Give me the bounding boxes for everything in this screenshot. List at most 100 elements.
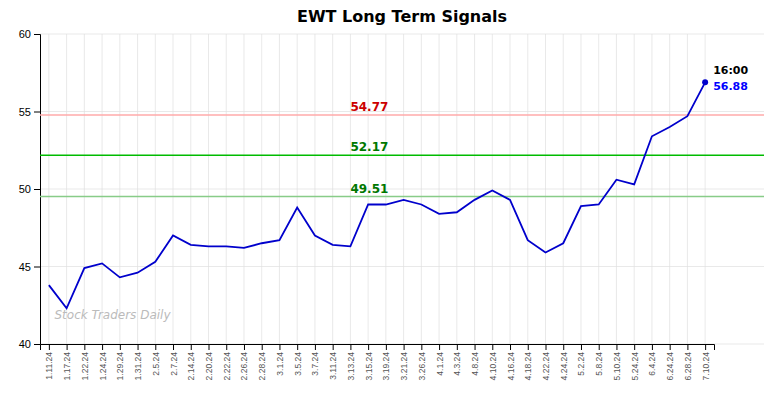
x-tick-mark <box>563 344 564 350</box>
x-tick-label: 2.28.24 <box>257 352 267 381</box>
x-tick: 2.7.24 <box>169 344 179 376</box>
x-tick-mark <box>173 344 174 350</box>
y-tick: 60 <box>19 28 40 40</box>
x-tick-label: 1.29.24 <box>115 352 125 381</box>
x-tick-label: 2.14.24 <box>186 352 196 381</box>
texts: 54.7752.1749.5116:0056.88Stock Traders D… <box>54 64 748 322</box>
x-tick-mark <box>510 344 511 350</box>
x-tick: 5.2.24 <box>576 344 586 376</box>
x-tick-mark <box>315 344 316 350</box>
title: EWT Long Term Signals <box>297 7 507 26</box>
grid <box>40 34 764 344</box>
grid-line-y <box>40 34 764 35</box>
x-tick: 3.15.24 <box>364 344 374 380</box>
grid-line-y <box>40 189 764 190</box>
x-tick-label: 3.19.24 <box>381 352 391 381</box>
x-tick-label: 3.5.24 <box>293 352 303 376</box>
x-tick: 6.24.24 <box>665 344 675 380</box>
reference-label: 49.51 <box>350 182 388 196</box>
x-tick: 3.5.24 <box>293 344 303 376</box>
x-tick-mark <box>599 344 600 350</box>
x-tick-label: 4.8.24 <box>470 352 480 376</box>
price-line <box>49 82 705 308</box>
x-tick-label: 4.18.24 <box>523 352 533 381</box>
y-tick-mark <box>34 34 40 35</box>
x-tick-label: 4.16.24 <box>506 352 516 381</box>
x-tick-mark <box>457 344 458 350</box>
x-tick-label: 6.24.24 <box>665 352 675 381</box>
y-tick-label: 40 <box>19 338 31 350</box>
x-tick-mark <box>492 344 493 350</box>
x-tick-label: 1.31.24 <box>133 352 143 381</box>
x-tick-label: 1.22.24 <box>80 352 90 381</box>
x-tick-mark <box>670 344 671 350</box>
x-tick-label: 3.1.24 <box>275 352 285 376</box>
x-tick-mark <box>368 344 369 350</box>
x-tick-label: 4.10.24 <box>488 352 498 381</box>
x-tick: 7.10.24 <box>701 344 711 380</box>
x-tick-mark <box>209 344 210 350</box>
x-tick: 2.20.24 <box>204 344 214 380</box>
x-tick-label: 7.10.24 <box>701 352 711 381</box>
x-tick-mark <box>155 344 156 350</box>
x-tick: 1.11.24 <box>44 344 54 380</box>
x-tick-mark <box>191 344 192 350</box>
x-tick: 6.28.24 <box>683 344 693 380</box>
x-tick-mark <box>226 344 227 350</box>
x-tick: 1.24.24 <box>98 344 108 380</box>
x-tick: 5.10.24 <box>612 344 622 380</box>
x-tick-mark <box>49 344 50 350</box>
marks <box>40 79 764 308</box>
y-tick: 50 <box>19 183 40 195</box>
reference-line <box>40 196 764 198</box>
x-tick: 2.28.24 <box>257 344 267 380</box>
x-tick-mark <box>102 344 103 350</box>
x-tick: 5.24.24 <box>630 344 640 380</box>
last-point <box>702 79 708 85</box>
x-tick-label: 1.11.24 <box>44 352 54 380</box>
x-tick-mark <box>687 344 688 350</box>
x-tick-label: 3.11.24 <box>328 352 338 380</box>
y-tick-mark <box>34 267 40 268</box>
x-tick: 1.22.24 <box>80 344 90 380</box>
x-tick-mark <box>616 344 617 350</box>
y-tick-label: 60 <box>19 28 31 40</box>
x-tick-label: 6.28.24 <box>683 352 693 381</box>
x-tick-label: 2.7.24 <box>169 352 179 376</box>
y-tick: 40 <box>19 338 40 350</box>
x-tick: 2.5.24 <box>151 344 161 376</box>
x-tick-label: 4.1.24 <box>435 352 445 376</box>
x-tick-label: 3.15.24 <box>364 352 374 381</box>
x-tick: 2.22.24 <box>222 344 232 380</box>
reference-label: 54.77 <box>350 100 388 114</box>
x-tick: 1.17.24 <box>62 344 72 380</box>
y-tick-label: 45 <box>19 261 31 273</box>
x-tick: 4.3.24 <box>452 344 462 376</box>
x-tick: 4.10.24 <box>488 344 498 380</box>
x-tick-mark <box>333 344 334 350</box>
x-tick-label: 3.26.24 <box>417 352 427 381</box>
x-tick-label: 3.21.24 <box>399 352 409 381</box>
x-tick-label: 5.10.24 <box>612 352 622 381</box>
plot: 1.11.24 1.17.24 1.22.24 1.24.24 1.29.24 1.31.… <box>19 28 764 380</box>
x-tick: 2.14.24 <box>186 344 196 380</box>
x-tick: 3.13.24 <box>346 344 356 380</box>
x-tick-label: 4.24.24 <box>559 352 569 381</box>
x-tick-label: 5.2.24 <box>576 352 586 376</box>
x-tick: 3.19.24 <box>381 344 391 380</box>
x-tick-mark <box>705 344 706 350</box>
x-tick-label: 5.8.24 <box>594 352 604 376</box>
x-tick-mark <box>404 344 405 350</box>
x-tick: 3.11.24 <box>328 344 338 380</box>
x-tick: 4.1.24 <box>435 344 445 376</box>
x-tick-mark <box>244 344 245 350</box>
x-tick-mark <box>67 344 68 350</box>
x-tick: 3.21.24 <box>399 344 409 380</box>
y-tick-label: 55 <box>19 106 31 118</box>
x-tick-mark <box>84 344 85 350</box>
watermark: Stock Traders Daily <box>54 308 171 322</box>
x-tick-label: 6.4.24 <box>647 352 657 376</box>
annotation: 16:00 <box>713 64 748 77</box>
annotation: 56.88 <box>713 80 748 93</box>
x-tick-mark <box>279 344 280 350</box>
